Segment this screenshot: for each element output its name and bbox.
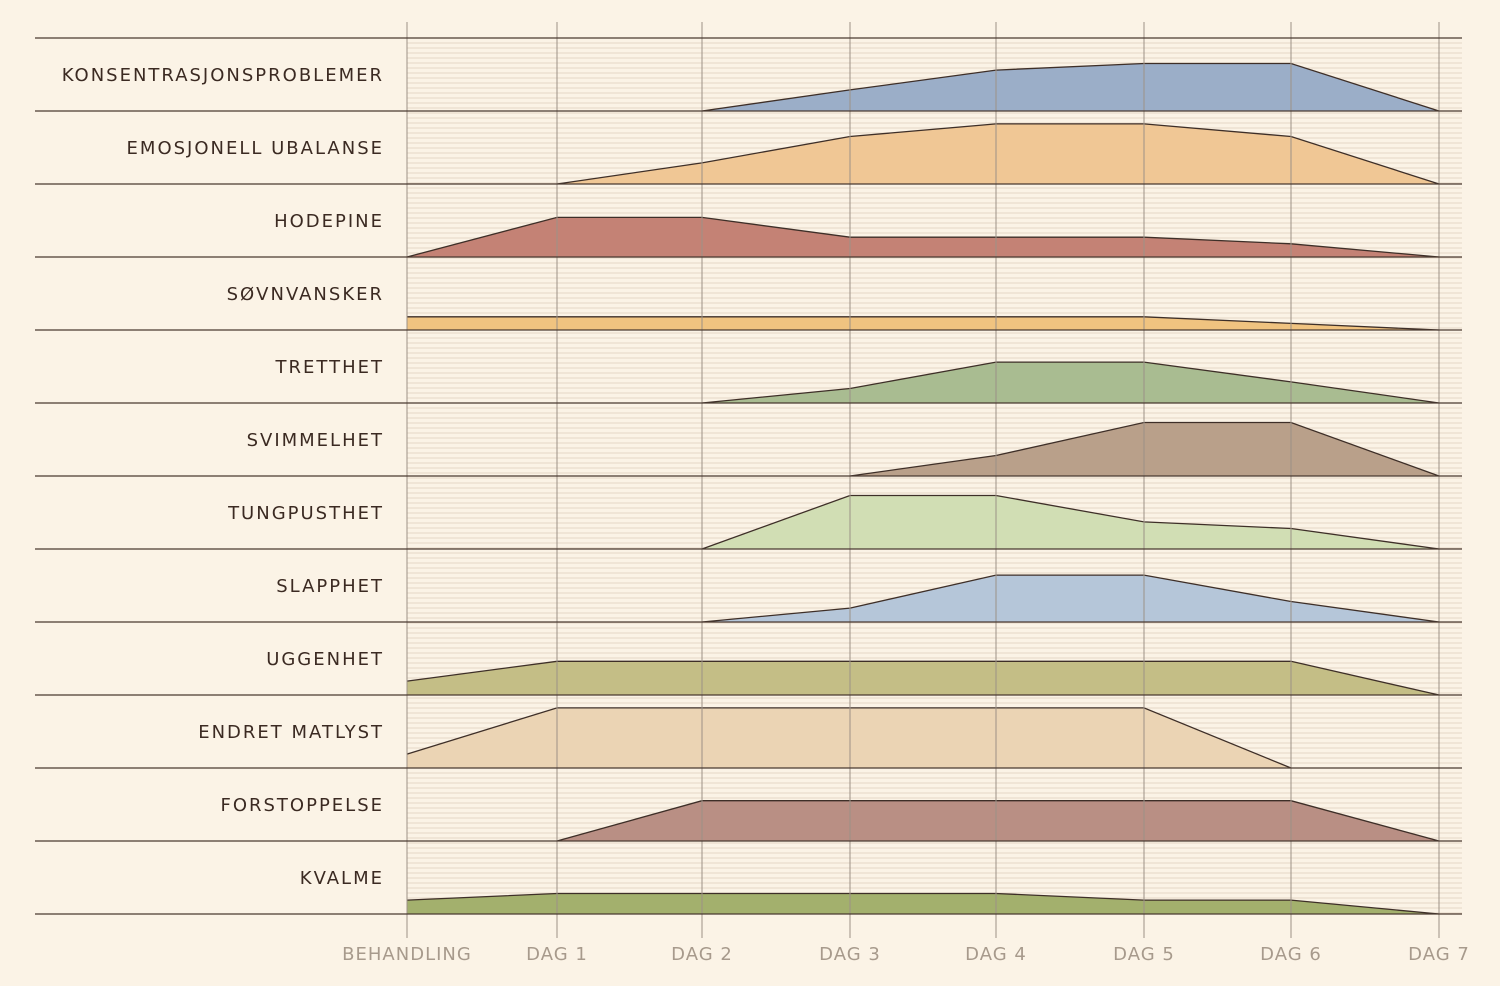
area-konsentrasjonsproblemer [702, 63, 1439, 111]
area-tretthet [702, 362, 1439, 403]
x-tick-label: DAG 6 [1260, 944, 1322, 965]
area-outline [701, 361, 1440, 404]
row-label: EMOSJONELL UBALANSE [127, 138, 384, 159]
x-tick-labels: BEHANDLING DAG 1 DAG 2 DAG 3 DAG 4 DAG 5 DAG 6… [342, 944, 1470, 965]
row-label: KVALME [300, 868, 384, 889]
row-labels: KONSENTRASJONSPROBLEMER EMOSJONELL UBALAN… [62, 65, 384, 889]
x-tick-label: DAG 4 [965, 944, 1027, 965]
x-tick-label: DAG 5 [1113, 944, 1175, 965]
area-outline [406, 216, 1440, 258]
row-label: SØVNVANSKER [227, 284, 384, 305]
area-outline [407, 316, 1440, 331]
row-label: TUNGPUSTHET [227, 503, 384, 524]
area-kvalme [407, 893, 1439, 914]
row-label: SVIMMELHET [247, 430, 384, 451]
area-uggenhet [407, 661, 1439, 695]
x-tick-label: DAG 2 [671, 944, 733, 965]
x-tick-label: DAG 1 [526, 944, 588, 965]
area-tungpusthet [702, 495, 1439, 549]
area-outline [406, 892, 1440, 915]
area-outline [406, 660, 1440, 696]
area-endret-matlyst [407, 707, 1291, 768]
row-separators [35, 37, 1462, 915]
area-slapphet [702, 575, 1439, 622]
row-label: KONSENTRASJONSPROBLEMER [62, 65, 384, 86]
symptom-areas [406, 62, 1440, 915]
area-søvnvansker [407, 316, 1439, 330]
row-label: FORSTOPPELSE [220, 795, 384, 816]
x-tick-label: DAG 7 [1408, 944, 1470, 965]
area-outline [701, 62, 1440, 112]
x-tick-label: DAG 3 [819, 944, 881, 965]
area-outline [701, 574, 1440, 623]
row-label: TRETTHET [275, 357, 384, 378]
row-label: UGGENHET [266, 649, 384, 670]
row-label: HODEPINE [274, 211, 384, 232]
area-emosjonell-ubalanse [557, 123, 1439, 184]
area-outline [701, 494, 1440, 550]
day-gridlines [406, 22, 1440, 938]
row-label: ENDRET MATLYST [198, 722, 384, 743]
row-label: SLAPPHET [276, 576, 384, 597]
x-tick-label: BEHANDLING [342, 944, 472, 965]
area-forstoppelse [557, 800, 1439, 841]
